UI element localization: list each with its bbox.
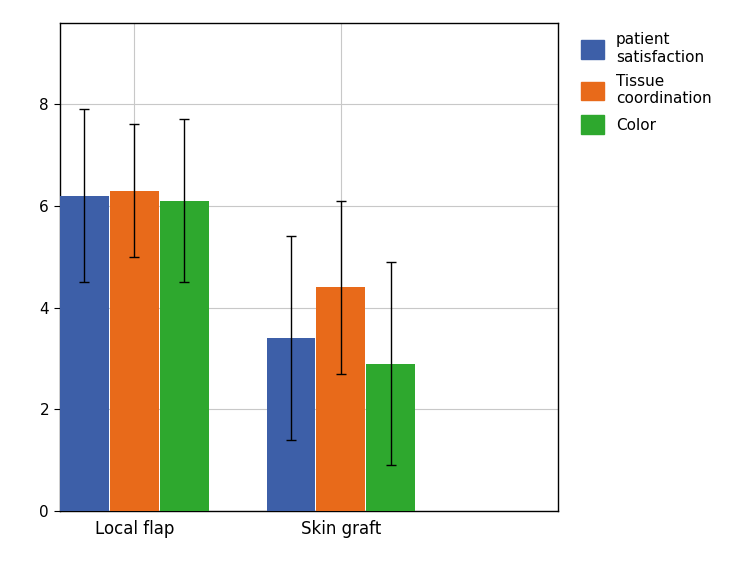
- Bar: [266, 338, 315, 511]
- Bar: [160, 201, 208, 511]
- Legend: patient
satisfaction, Tissue
coordination, Color: patient satisfaction, Tissue coordinatio…: [573, 24, 719, 142]
- Bar: [316, 287, 365, 511]
- Bar: [110, 191, 158, 511]
- Bar: [366, 364, 415, 511]
- Bar: [60, 196, 109, 511]
